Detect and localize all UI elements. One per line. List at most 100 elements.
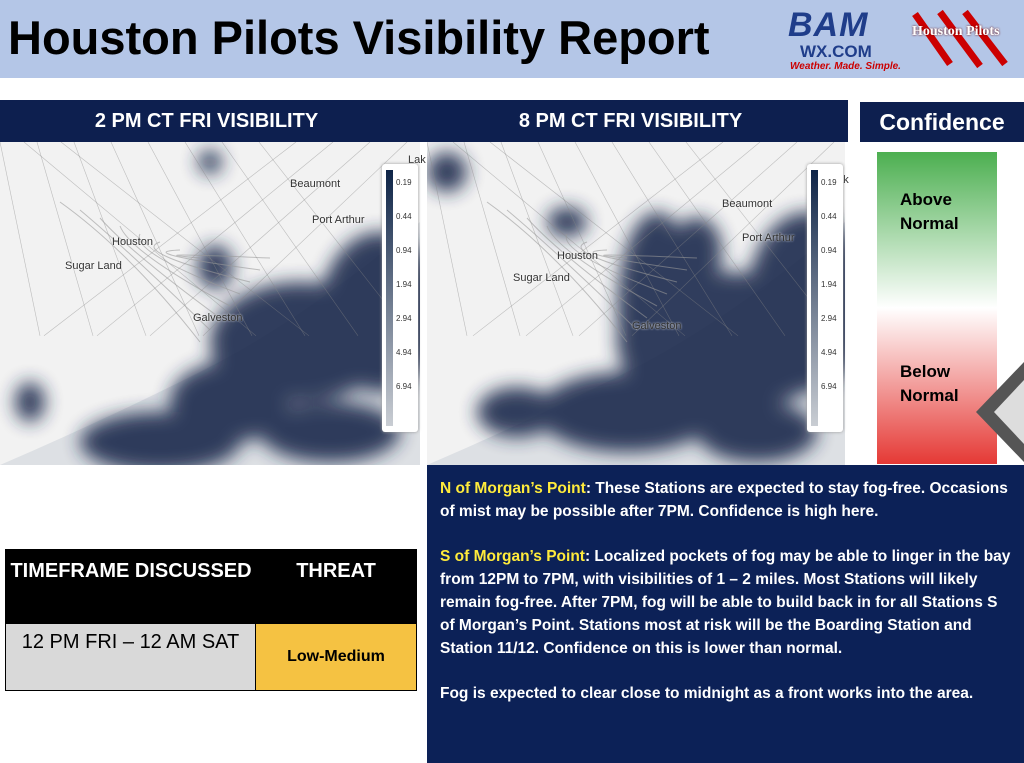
map-label: Beaumont <box>722 198 773 210</box>
table: TIMEFRAME DISCUSSED THREAT 12 PM FRI – 1… <box>5 549 417 691</box>
map-label: Houston <box>557 250 598 262</box>
paragraph-text: : Localized pockets of fog may be able t… <box>440 548 1011 657</box>
boundary <box>110 141 200 336</box>
legend-label: 0.94 <box>821 246 837 255</box>
confidence-below: Below Normal <box>900 362 959 405</box>
map-label: Sugar Land <box>513 272 570 284</box>
map-label: Houston <box>112 236 153 248</box>
legend-label: 4.94 <box>821 348 837 357</box>
boundary <box>73 141 147 336</box>
legend-label: 1.94 <box>396 280 412 289</box>
confidence-above: Above Normal <box>900 190 959 233</box>
confidence-pointer <box>976 362 1024 462</box>
road <box>99 217 221 319</box>
header <box>0 0 1024 78</box>
partner-logo-art <box>912 9 1008 69</box>
boundary <box>202 141 408 337</box>
map: Beaumont Port Arthur Houston Sugar Land Galv… <box>0 141 440 472</box>
legend-bar <box>811 170 818 426</box>
road <box>546 225 658 307</box>
boundary <box>463 141 521 336</box>
road <box>59 201 201 343</box>
legend: 0.19 0.44 0.94 1.94 2.94 4.94 6.94 <box>382 164 418 432</box>
road <box>165 249 261 271</box>
legend-label: 0.19 <box>396 178 412 187</box>
paragraph: N of Morgan’s Point: These Stations are … <box>440 477 1012 523</box>
legend-label: 1.94 <box>821 280 837 289</box>
map-label: Sugar Land <box>65 260 122 272</box>
map-art <box>426 141 867 465</box>
fog-area <box>80 412 240 472</box>
boundary <box>500 141 574 336</box>
map-label: Port Arthur <box>312 214 365 226</box>
paragraph-text: Fog is expected to clear close to midnig… <box>440 685 974 702</box>
legend-label: 2.94 <box>821 314 837 323</box>
discussion: N of Morgan’s Point: These Stations are … <box>427 465 1024 763</box>
logo-tagline: Weather. Made. Simple. <box>790 61 901 72</box>
legend-label: 6.94 <box>821 382 837 391</box>
legend-label: 0.94 <box>396 246 412 255</box>
legend-label: 0.44 <box>396 212 412 221</box>
title: Houston Pilots Visibility Report <box>8 11 710 64</box>
map-label: Galveston <box>193 312 243 324</box>
paragraph: Fog is expected to clear close to midnig… <box>440 682 1012 705</box>
boundary <box>578 141 798 337</box>
fog <box>15 150 440 472</box>
fog-area <box>260 402 400 462</box>
boundary <box>537 141 627 336</box>
boundary <box>96 141 334 337</box>
legend-label: 4.94 <box>396 348 412 357</box>
boundary <box>36 141 94 336</box>
paragraph: S of Morgan’s Point: Localized pockets o… <box>440 545 1012 660</box>
boundary <box>147 141 253 336</box>
boundary <box>525 141 761 337</box>
map-label: Galveston <box>632 320 682 332</box>
boundary <box>631 141 835 337</box>
boundary <box>0 141 41 336</box>
boundary <box>574 141 680 336</box>
highlight: N of Morgan’s Point <box>440 480 586 497</box>
legend-label: 2.94 <box>396 314 412 323</box>
confidence-title: Confidence <box>860 102 1024 142</box>
table-cell: 12 PM FRI – 12 AM SAT <box>6 624 256 690</box>
logo-partner: Houston Pilots <box>912 24 1000 39</box>
fog-area <box>547 207 587 237</box>
road <box>580 241 678 283</box>
road <box>119 225 231 307</box>
boundary <box>472 141 724 337</box>
map-title: 2 PM CT FRI VISIBILITY <box>0 100 413 142</box>
map-art <box>0 141 440 472</box>
boundary <box>611 141 733 336</box>
legend: 0.19 0.44 0.94 1.94 2.94 4.94 6.94 <box>807 164 843 432</box>
logo-sub: WX.COM <box>800 42 872 61</box>
fog-area <box>537 372 717 452</box>
road <box>506 209 638 331</box>
legend-label: 0.44 <box>821 212 837 221</box>
boundary <box>489 141 739 337</box>
map-label: Lak <box>408 154 426 166</box>
boundary <box>60 141 310 337</box>
legend-label: 0.19 <box>821 178 837 187</box>
map-title: 8 PM CT FRI VISIBILITY <box>413 100 848 142</box>
boundary <box>184 141 306 336</box>
fog-area <box>15 382 45 422</box>
boundary <box>452 141 686 337</box>
fog-area <box>198 150 222 174</box>
road <box>176 254 271 259</box>
road <box>592 249 688 271</box>
road <box>79 209 211 331</box>
table-cell: Low-Medium <box>256 624 416 690</box>
boundary <box>426 141 468 336</box>
fog-area <box>477 387 557 437</box>
logo: BAM <box>788 6 869 44</box>
boundary <box>648 141 786 336</box>
table-header: THREAT <box>256 550 416 624</box>
map: Beaumont Port Arthur Houston Sugar Land Galv… <box>426 141 867 465</box>
paragraph-text: : These Stations are expected to stay fo… <box>440 480 1008 520</box>
boundary <box>221 141 359 336</box>
road <box>486 201 628 343</box>
boundary <box>149 141 371 337</box>
road <box>153 241 251 283</box>
boundary <box>43 141 297 337</box>
